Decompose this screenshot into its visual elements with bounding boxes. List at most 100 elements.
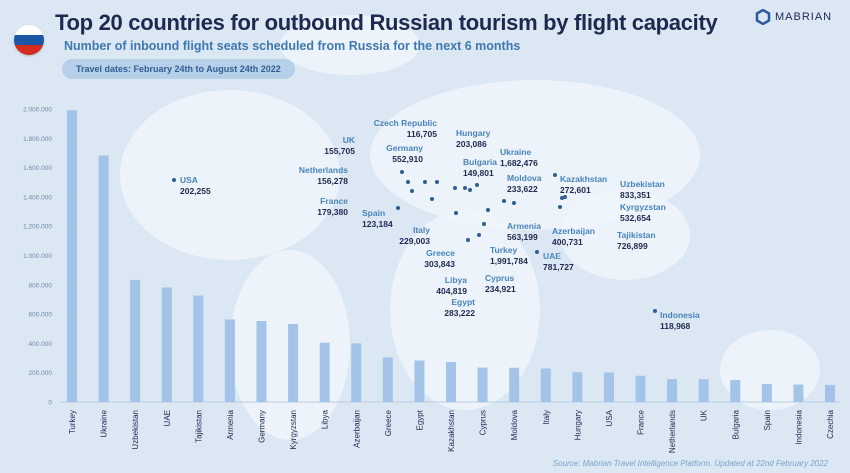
annotation-value: 283,222 [444, 308, 475, 318]
annotation-country: Tajikistan [617, 230, 656, 240]
annotation-italy: Italy 229,003 [399, 225, 430, 247]
annotation-value: 155,705 [324, 146, 355, 156]
annotation-spain: Spain 123,184 [362, 208, 393, 230]
annotation-uzbekistan: Uzbekistan 833,351 [620, 179, 665, 201]
annotation-value: 563,199 [507, 232, 538, 242]
annotation-country: Hungary [456, 128, 491, 138]
x-tick-label: Germany [258, 410, 267, 443]
annotation-value: 532,654 [620, 213, 651, 223]
location-dot [172, 178, 176, 182]
y-tick-label: 600.000 [29, 312, 53, 319]
bar-uae [161, 287, 172, 402]
annotation-value: 303,843 [424, 259, 455, 269]
annotation-libya: Libya 404,819 [436, 275, 467, 297]
bar-uk [698, 379, 709, 402]
annotation-value: 781,727 [543, 262, 574, 272]
mabrian-hexagon-icon [755, 9, 771, 25]
annotation-value: 726,899 [617, 241, 648, 251]
annotation-value: 203,086 [456, 139, 487, 149]
y-tick-label: 1.400.000 [23, 194, 52, 201]
annotation-country: Moldova [507, 173, 542, 183]
annotation-value: 1,991,784 [490, 256, 528, 266]
y-tick-label: 800.000 [29, 282, 53, 289]
annotation-country: Indonesia [660, 310, 700, 320]
annotation-uae: UAE 781,727 [543, 251, 574, 273]
location-dot [482, 222, 486, 226]
location-dot [466, 238, 470, 242]
annotation-country: Egypt [451, 297, 475, 307]
x-tick-label: Greece [384, 409, 393, 436]
annotation-value: 552,910 [392, 154, 423, 164]
russia-flag-icon [14, 25, 44, 55]
x-tick-label: UAE [163, 410, 172, 426]
annotation-country: USA [180, 175, 198, 185]
bar-bulgaria [730, 380, 741, 402]
bar-france [635, 375, 646, 402]
annotation-kyrgyzstan: Kyrgyzstan 532,654 [620, 202, 666, 224]
location-dot [502, 199, 506, 203]
annotation-turkey: Turkey 1,991,784 [490, 245, 528, 267]
x-tick-label: Cyprus [479, 410, 488, 435]
y-tick-label: 2.000.000 [23, 107, 52, 114]
location-dot [475, 183, 479, 187]
bar-indonesia [793, 384, 804, 402]
location-dot [435, 180, 439, 184]
annotation-value: 156,278 [317, 176, 348, 186]
y-tick-label: 1.600.000 [23, 165, 52, 172]
bar-moldova [509, 367, 520, 402]
annotation-country: UAE [543, 251, 561, 261]
x-tick-label: Armenia [226, 409, 235, 439]
annotation-france: France 179,380 [317, 196, 348, 218]
y-tick-label: 0 [48, 400, 52, 407]
location-dot [558, 205, 562, 209]
bar-hungary [572, 372, 583, 402]
x-tick-label: Egypt [415, 409, 424, 430]
x-tick-label: Kazakhstan [447, 410, 456, 452]
x-tick-label: Hungary [573, 410, 582, 440]
location-dot [512, 201, 516, 205]
location-dot [477, 233, 481, 237]
location-dot [396, 206, 400, 210]
annotation-indonesia: Indonesia 118,968 [660, 310, 700, 332]
bar-usa [603, 372, 614, 402]
page-title: Top 20 countries for outbound Russian to… [55, 10, 718, 35]
annotation-country: Netherlands [298, 165, 348, 175]
source-note: Source: Mabrian Travel Intelligence Plat… [552, 459, 828, 468]
annotation-country: Spain [362, 208, 386, 218]
annotation-value: 202,255 [180, 186, 211, 196]
page-subtitle: Number of inbound flight seats scheduled… [64, 39, 521, 53]
annotation-country: Ukraine [500, 147, 532, 157]
x-tick-label: Azerbaijan [352, 410, 361, 448]
annotation-value: 833,351 [620, 190, 651, 200]
annotation-country: Turkey [490, 245, 518, 255]
x-tick-label: Italy [542, 410, 551, 425]
annotation-value: 118,968 [660, 321, 691, 331]
bar-libya [319, 342, 330, 402]
annotation-country: Libya [444, 275, 467, 285]
annotation-country: Kyrgyzstan [620, 202, 666, 212]
bar-egypt [414, 360, 425, 402]
bar-netherlands [667, 379, 678, 402]
location-dot [406, 180, 410, 184]
location-dot [430, 197, 434, 201]
annotation-country: Armenia [507, 221, 542, 231]
x-tick-label: Netherlands [668, 410, 677, 453]
bar-kyrgyzstan [288, 323, 299, 402]
location-dot [468, 188, 472, 192]
annotation-country: Kazakhstan [560, 174, 608, 184]
x-tick-label: Czechia [826, 409, 835, 438]
annotation-czech-republic: Czech Republic 116,705 [374, 118, 437, 140]
mabrian-logo: MABRIAN [755, 9, 832, 25]
annotation-country: Uzbekistan [620, 179, 665, 189]
annotation-greece: Greece 303,843 [424, 248, 455, 270]
annotation-value: 233,622 [507, 184, 538, 194]
travel-dates-badge: Travel dates: February 24th to August 24… [62, 59, 295, 79]
y-tick-label: 200.000 [29, 370, 53, 377]
location-dot [454, 211, 458, 215]
location-dot [563, 195, 567, 199]
location-dot [423, 180, 427, 184]
annotation-country: Greece [426, 248, 455, 258]
annotation-value: 179,380 [317, 207, 348, 217]
annotation-value: 404,819 [436, 286, 467, 296]
